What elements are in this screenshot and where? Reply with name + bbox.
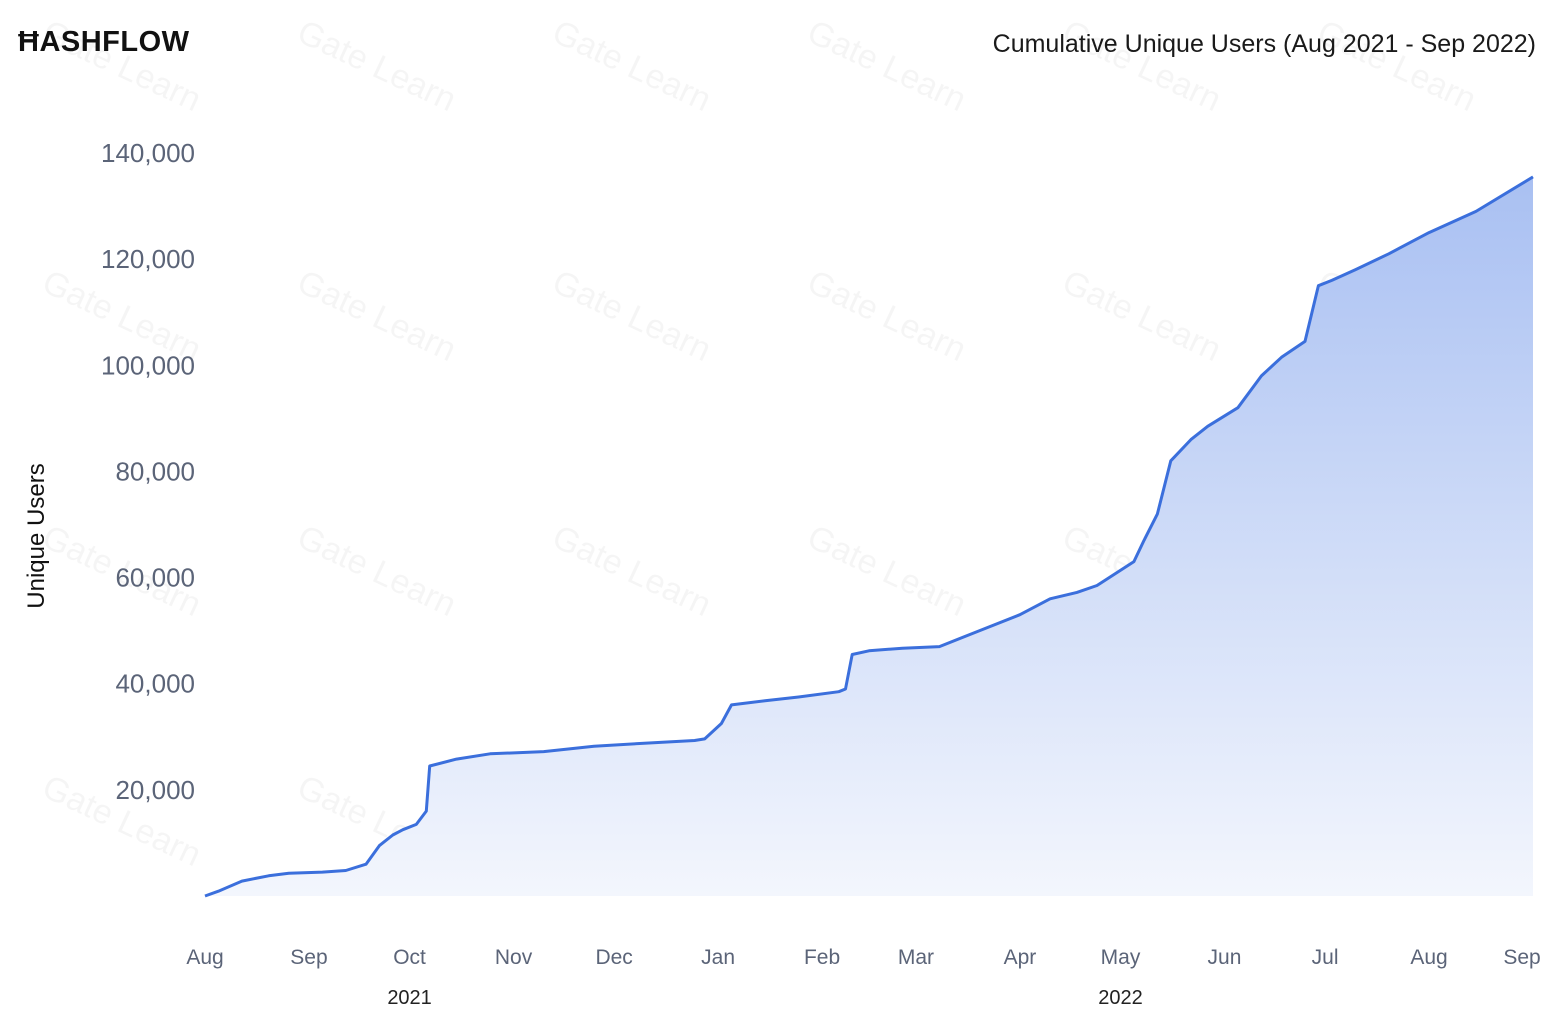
y-tick-label: 20,000 xyxy=(115,775,195,805)
series-line xyxy=(204,175,1534,898)
watermark-text: Gate Learn xyxy=(547,263,717,369)
y-tick-label: 80,000 xyxy=(115,456,195,486)
x-tick-label: Jul xyxy=(1312,946,1339,969)
x-year-label: 2021 xyxy=(387,987,432,1009)
x-tick-label: Sep xyxy=(290,946,327,969)
x-tick-label: Jan xyxy=(701,946,735,969)
y-axis-ticks: 20,000 40,000 60,000 80,000 100,000 120,000 14… xyxy=(101,138,195,805)
watermark-text: Gate Learn xyxy=(292,13,462,119)
x-tick-label: Jun xyxy=(1208,946,1242,969)
y-tick-label: 40,000 xyxy=(115,669,195,699)
x-axis-years: 2021 2022 xyxy=(387,987,1142,1009)
y-tick-label: 100,000 xyxy=(101,350,195,380)
x-tick-label: Sep xyxy=(1503,946,1540,969)
watermark-text: Gate Learn xyxy=(1057,263,1227,369)
x-axis-ticks: Aug Sep Oct Nov Dec Jan Feb Mar Apr May Jun Jul Aug S… xyxy=(186,946,1540,969)
chart-title: Cumulative Unique Users (Aug 2021 - Sep … xyxy=(992,30,1536,58)
x-tick-label: Oct xyxy=(393,946,426,969)
x-tick-label: Aug xyxy=(1410,946,1447,969)
x-tick-label: May xyxy=(1101,946,1141,969)
area-fill xyxy=(205,176,1533,896)
x-tick-label: Mar xyxy=(898,946,934,969)
watermark-text: Gate Learn xyxy=(292,518,462,624)
x-tick-label: Feb xyxy=(804,946,840,969)
y-tick-label: 60,000 xyxy=(115,563,195,593)
watermark-text: Gate Learn xyxy=(547,518,717,624)
x-tick-label: Apr xyxy=(1004,946,1037,969)
x-tick-label: Nov xyxy=(495,946,533,969)
watermark-text: Gate Learn xyxy=(802,518,972,624)
watermark-text: Gate Learn xyxy=(292,263,462,369)
watermark-text: Gate Learn xyxy=(1057,13,1227,119)
y-tick-label: 120,000 xyxy=(101,244,195,274)
y-tick-label: 140,000 xyxy=(101,138,195,168)
watermark-text: Gate Learn xyxy=(37,13,207,119)
x-year-label: 2022 xyxy=(1098,987,1143,1009)
watermark-text: Gate Learn xyxy=(802,263,972,369)
watermark-text: Gate Learn xyxy=(802,13,972,119)
watermark-text: Gate Learn xyxy=(1312,13,1482,119)
hashflow-logo: ĦASHFLOW xyxy=(18,26,190,58)
y-axis-label: Unique Users xyxy=(23,463,50,608)
x-tick-label: Aug xyxy=(186,946,223,969)
watermark-text: Gate Learn xyxy=(547,13,717,119)
x-tick-label: Dec xyxy=(595,946,632,969)
